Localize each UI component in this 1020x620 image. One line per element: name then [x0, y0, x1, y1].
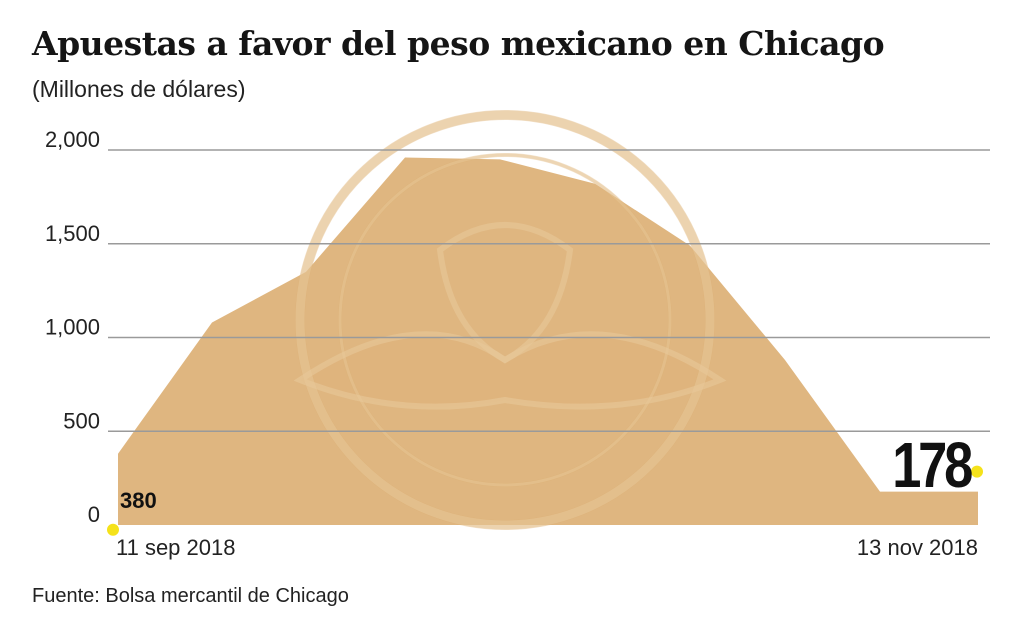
- start-marker: [107, 523, 119, 536]
- seal-ring-overlay: [295, 110, 715, 530]
- chart-subtitle: (Millones de dólares): [32, 76, 246, 102]
- x-start-label: 11 sep 2018: [116, 535, 235, 560]
- start-value-label: 380: [120, 488, 157, 513]
- y-axis: 0 500 1,000 1,500 2,000: [45, 127, 100, 527]
- seal-inner-ring-overlay: [338, 153, 672, 487]
- y-tick-label: 1,000: [45, 315, 100, 340]
- seal-wings-overlay: [293, 331, 727, 410]
- x-end-label: 13 nov 2018: [857, 535, 978, 560]
- area-series: [118, 110, 978, 530]
- source-note: Fuente: Bolsa mercantil de Chicago: [32, 585, 349, 607]
- seal-eagle-body: [436, 222, 574, 364]
- seal-overlay: [293, 110, 727, 530]
- y-tick-label: 0: [88, 502, 100, 527]
- gridlines: [108, 149, 990, 432]
- y-tick-label: 1,500: [45, 221, 100, 246]
- x-axis: 11 sep 2018 13 nov 2018: [116, 535, 978, 560]
- y-tick-label: 2,000: [45, 127, 100, 152]
- annotations: 380 178: [107, 430, 983, 536]
- chart-title: Apuestas a favor del peso mexicano en Ch…: [32, 24, 885, 63]
- y-tick-label: 500: [63, 408, 100, 433]
- end-value-label: 178: [892, 430, 972, 501]
- end-marker: [971, 465, 983, 478]
